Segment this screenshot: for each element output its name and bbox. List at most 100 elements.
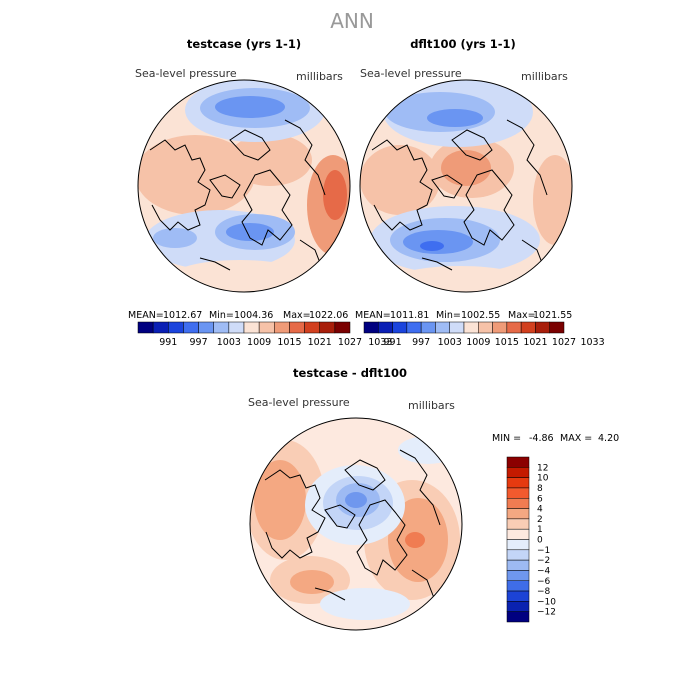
colorbar-tick-label: 2 (537, 515, 543, 525)
colorbar-swatch (463, 321, 479, 334)
colorbar-swatch (506, 518, 530, 530)
colorbar-swatch (506, 321, 522, 334)
colorbar-tick-label: 1033 (368, 337, 392, 348)
max-label: Max= (283, 310, 311, 321)
colorbar-swatch (520, 321, 536, 334)
colorbar-swatch (420, 321, 436, 334)
colorbar-swatch (506, 467, 530, 478)
colorbar-swatch (506, 508, 530, 520)
colorbar-swatch (506, 456, 530, 468)
contour-region (405, 532, 425, 548)
colorbar: 991 997 1003 1009 1015 1021 1027 1033 (363, 321, 605, 348)
mean-label: MEAN= (128, 310, 164, 321)
colorbar-tick-label: 0 (537, 536, 543, 546)
colorbar-swatch (289, 321, 305, 334)
colorbar-swatch (334, 321, 351, 334)
panel-difference: testcase - dflt100 Sea-level pressure mi… (248, 366, 619, 631)
colorbar-tick-label: −10 (537, 597, 556, 607)
colorbar-swatch (319, 321, 336, 334)
coastlines (371, 119, 548, 271)
colorbar-swatch (549, 321, 565, 334)
variable-label: Sea-level pressure (135, 67, 237, 80)
mean-value: 1011.81 (390, 310, 429, 321)
colorbar-swatch (435, 321, 450, 334)
min-label: MIN = (492, 433, 521, 444)
colorbar-swatch (363, 321, 379, 334)
colorbar-swatch (506, 580, 530, 592)
colorbar-tick-label: 10 (537, 474, 549, 484)
colorbar-tick-label: −2 (537, 556, 550, 566)
colorbar-swatch (258, 321, 275, 334)
coastlines (264, 449, 441, 601)
colorbar-tick-label: −6 (537, 577, 551, 587)
contour-region (254, 460, 306, 540)
colorbar-tick-label: 991 (159, 337, 177, 348)
colorbar-swatch (137, 321, 154, 334)
colorbar-swatch (506, 498, 530, 509)
colorbar-swatch (506, 528, 530, 540)
contour-field (250, 418, 462, 630)
colorbar-tick-label: 991 (383, 337, 401, 348)
colorbar-swatch (378, 321, 393, 334)
max-value: 4.20 (598, 433, 619, 444)
min-value: 1002.55 (461, 310, 500, 321)
colorbar-tick-label: 1003 (438, 337, 462, 348)
contour-region (398, 436, 458, 464)
colorbar-tick-label: −12 (537, 608, 556, 618)
colorbar-swatch (492, 321, 508, 334)
panel-dflt100: dflt100 (yrs 1-1) Sea-level pressure mil… (355, 37, 605, 348)
panel-title: testcase (yrs 1-1) (187, 37, 301, 51)
colorbar-swatch (274, 321, 290, 334)
mean-value: 1012.67 (163, 310, 202, 321)
page-title: ANN (330, 9, 374, 33)
colorbar-swatch (406, 321, 422, 334)
colorbar-swatch (198, 321, 214, 334)
map-boundary (359, 79, 573, 293)
colorbar-tick-label: 1027 (552, 337, 576, 348)
units-label: millibars (521, 70, 568, 83)
colorbar-swatch (152, 321, 169, 334)
min-label: Min= (209, 310, 234, 321)
colorbar-tick-label: 1021 (523, 337, 547, 348)
min-value: -4.86 (529, 433, 554, 444)
colorbar-swatch (392, 321, 408, 334)
colorbar-swatch (506, 477, 530, 489)
colorbar-tick-label: −4 (537, 566, 551, 576)
variable-label: Sea-level pressure (360, 67, 462, 80)
contour-field (138, 80, 350, 292)
colorbar-swatch (506, 590, 530, 602)
map-boundary (137, 79, 351, 293)
colorbar-swatch (168, 321, 184, 334)
colorbar-swatch (506, 570, 530, 582)
map-boundary (249, 417, 463, 631)
units-label: millibars (408, 399, 455, 412)
colorbar-swatch (535, 321, 550, 334)
mean-label: MEAN= (355, 310, 391, 321)
variable-label: Sea-level pressure (248, 396, 350, 409)
colorbar-tick-label: 6 (537, 494, 543, 504)
contour-region (323, 170, 347, 220)
contour-region (138, 135, 255, 215)
colorbar-swatch (506, 559, 530, 571)
colorbar-tick-label: 4 (537, 505, 543, 515)
contour-region (228, 134, 312, 186)
colorbar-swatch (506, 549, 530, 561)
contour-region (215, 96, 285, 118)
min-value: 1004.36 (234, 310, 273, 321)
contour-region (320, 588, 410, 620)
colorbar-tick-label: 1015 (277, 337, 301, 348)
colorbar-tick-label: 1009 (247, 337, 271, 348)
max-label: Max= (508, 310, 536, 321)
colorbar-tick-label: −8 (537, 587, 551, 597)
colorbar-tick-label: 1 (537, 525, 543, 535)
colorbar-swatch (506, 487, 530, 499)
panel-testcase: testcase (yrs 1-1) Sea-level pressure mi… (128, 37, 392, 348)
colorbar-swatch (449, 321, 465, 334)
contour-region (360, 145, 440, 215)
colorbar-tick-label: −1 (537, 546, 550, 556)
contour-region (226, 223, 274, 241)
colorbar-swatch (478, 321, 493, 334)
